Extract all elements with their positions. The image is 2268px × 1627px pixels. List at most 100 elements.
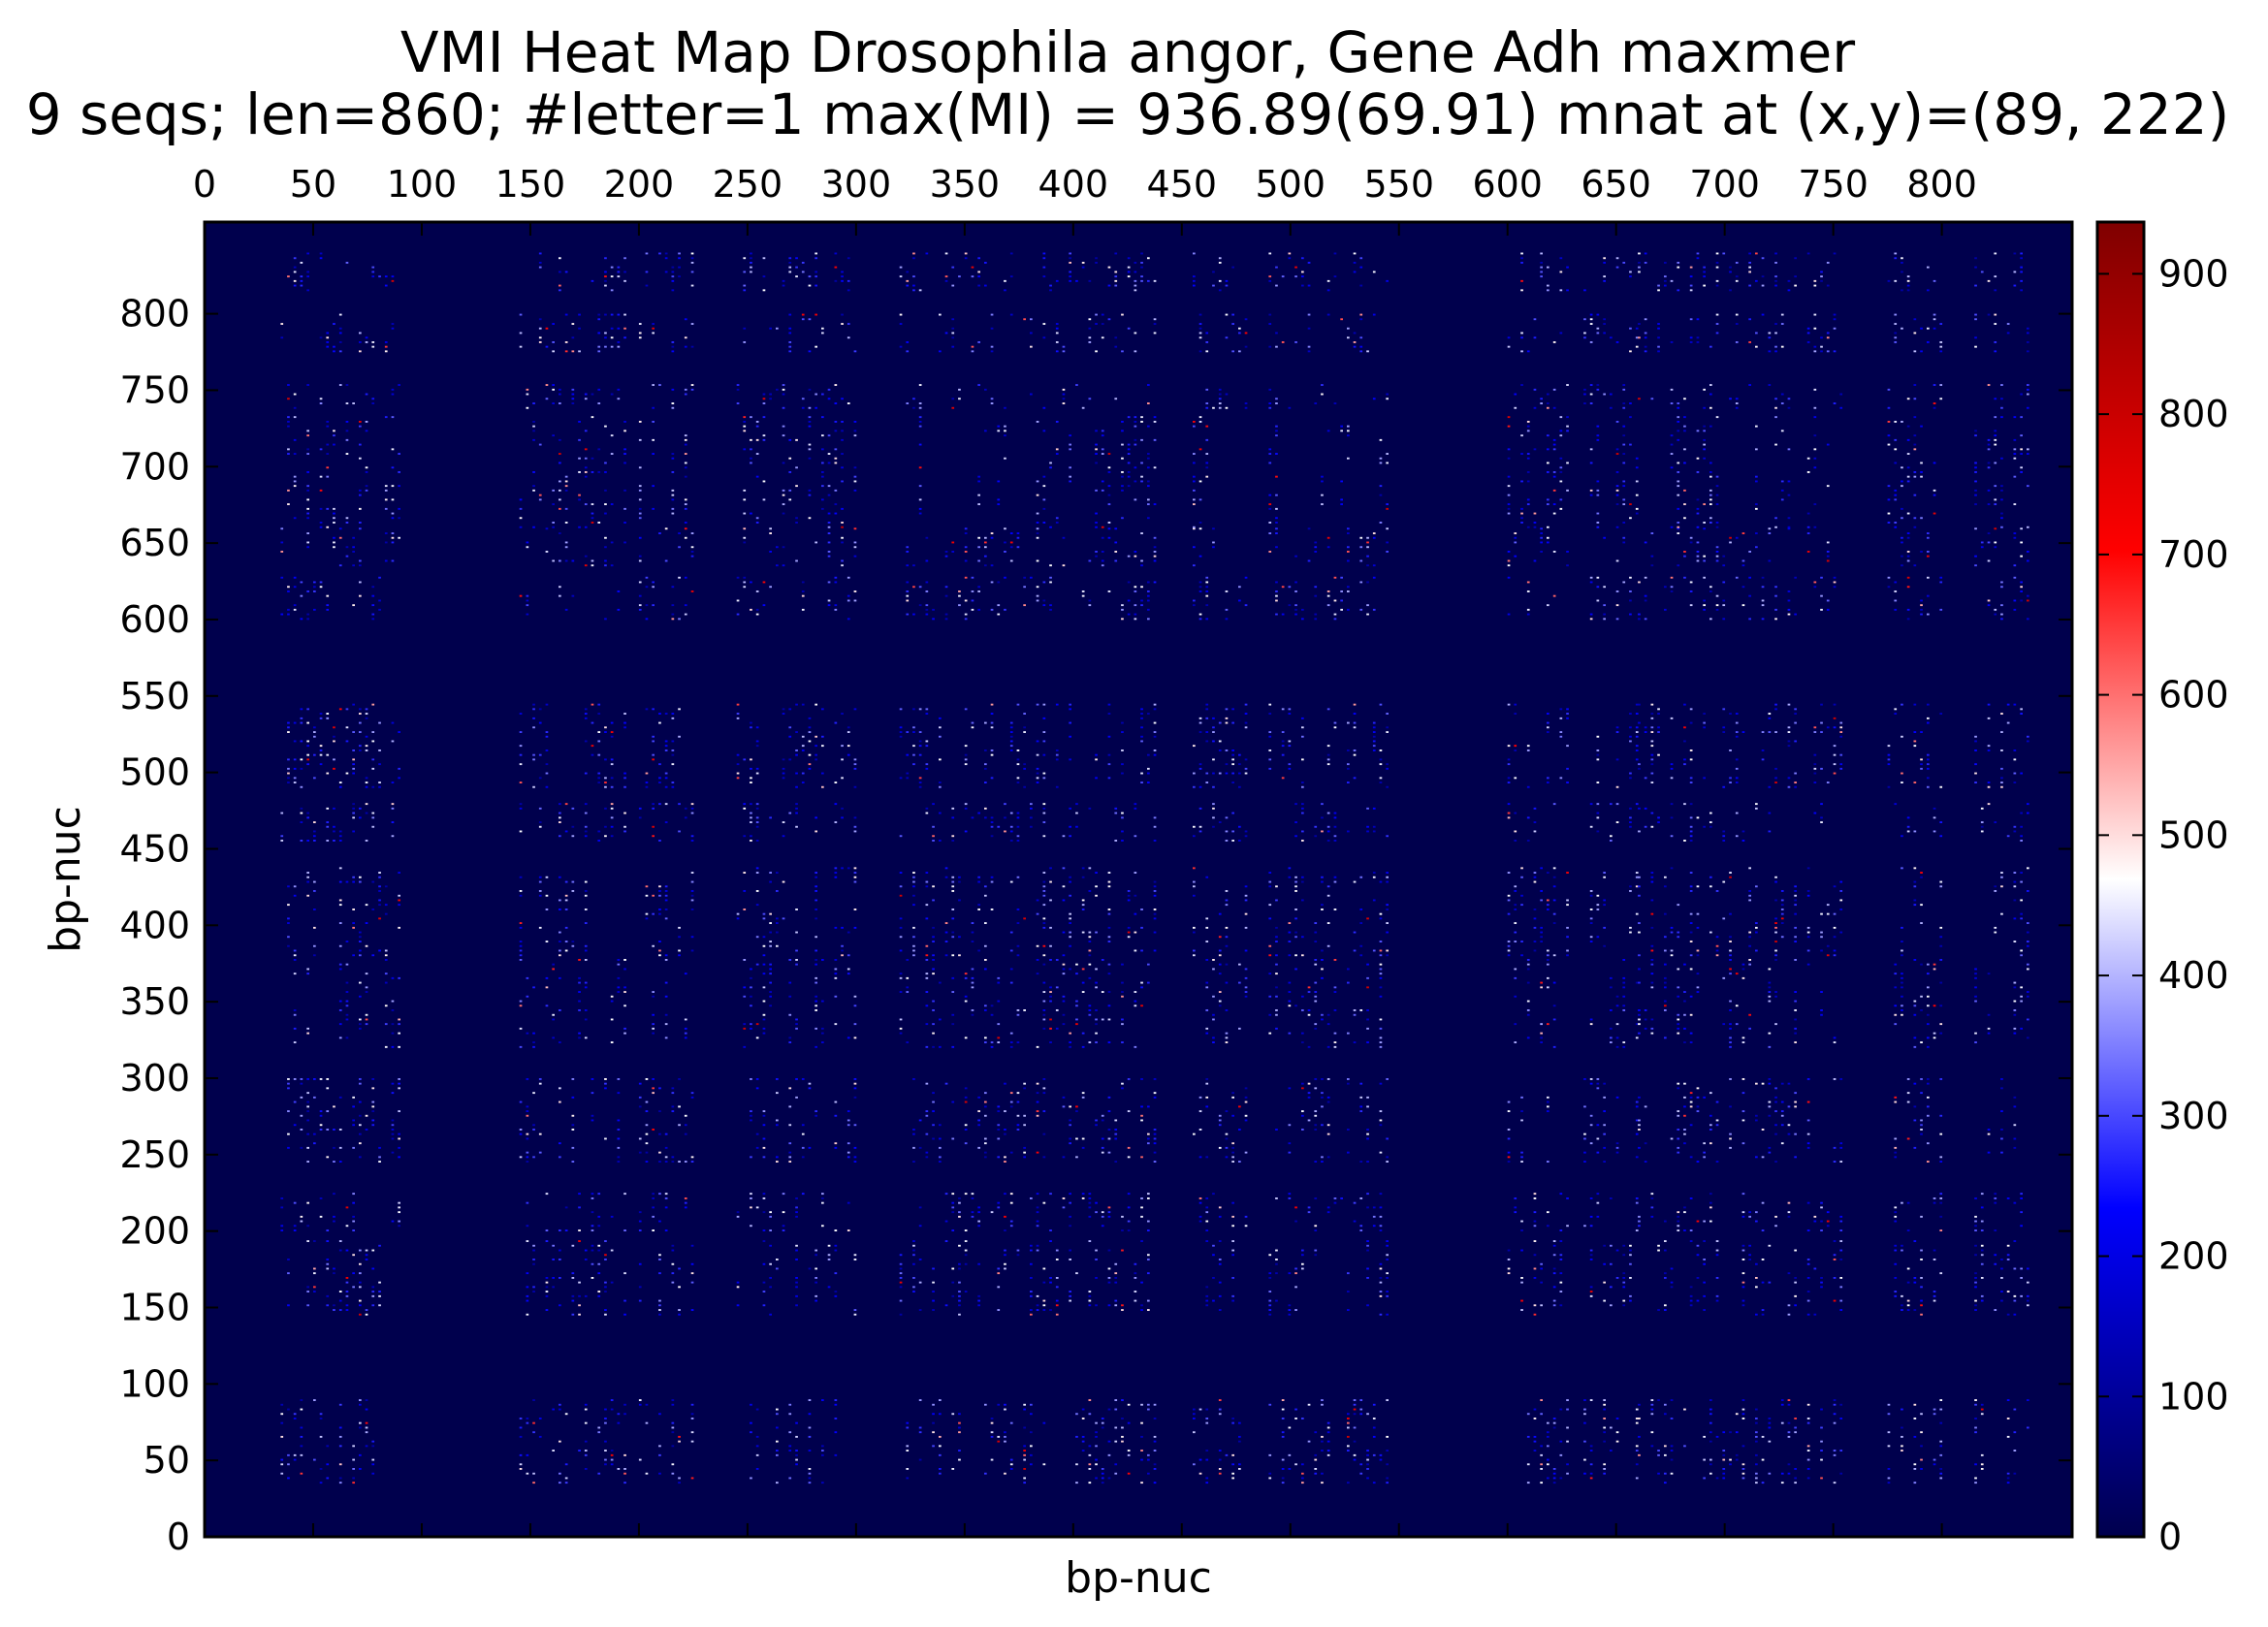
heatmap-cell <box>1275 954 1278 957</box>
heatmap-cell <box>808 1482 812 1484</box>
heatmap-cell <box>365 777 368 780</box>
heatmap-cell <box>584 922 588 924</box>
heatmap-cell <box>1062 1096 1066 1099</box>
heatmap-cell <box>584 1453 588 1456</box>
heatmap-cell <box>306 753 309 756</box>
heatmap-cell <box>1533 1313 1537 1316</box>
heatmap-cell <box>678 1477 681 1480</box>
heatmap-cell <box>1314 1161 1318 1163</box>
heatmap-cell <box>1552 1421 1556 1424</box>
heatmap-cell <box>538 498 542 501</box>
heatmap-cell <box>1069 475 1071 478</box>
heatmap-cell <box>755 936 759 939</box>
heatmap-cell <box>391 1129 395 1131</box>
heatmap-cell <box>1101 313 1104 316</box>
heatmap-cell <box>664 1023 668 1026</box>
heatmap-cell <box>1042 257 1046 260</box>
heatmap-cell <box>359 1272 362 1275</box>
heatmap-cell <box>365 750 368 751</box>
heatmap-cell <box>1023 1403 1026 1406</box>
heatmap-cell <box>1153 1435 1157 1438</box>
heatmap-cell <box>958 1244 961 1247</box>
heatmap-cell <box>319 1197 323 1199</box>
heatmap-cell <box>338 880 342 883</box>
heatmap-cell <box>564 941 568 942</box>
heatmap-cell <box>391 1133 395 1135</box>
heatmap-cell <box>1353 713 1357 715</box>
heatmap-cell <box>1552 1267 1556 1270</box>
heatmap-cell <box>610 1281 614 1284</box>
heatmap-cell <box>1030 1403 1033 1406</box>
heatmap-cell <box>1359 350 1363 353</box>
heatmap-cell <box>834 462 838 464</box>
heatmap-cell <box>1359 954 1363 957</box>
heatmap-cell <box>591 1211 594 1214</box>
heatmap-cell <box>1095 894 1098 897</box>
heatmap-cell <box>1540 1453 1543 1456</box>
heatmap-cell <box>538 1435 542 1438</box>
heatmap-cell <box>1231 1463 1234 1466</box>
heatmap-cell <box>1326 604 1330 607</box>
heatmap-cell <box>1198 522 1202 524</box>
heatmap-cell <box>538 1151 542 1154</box>
heatmap-cell <box>1533 830 1537 833</box>
heatmap-cell <box>526 1472 529 1475</box>
heatmap-cell <box>1547 1445 1549 1448</box>
heatmap-cell <box>1314 991 1318 993</box>
heatmap-cell <box>951 917 955 920</box>
heatmap-cell <box>365 1309 368 1311</box>
heatmap-cell <box>815 345 817 348</box>
heatmap-cell <box>306 758 309 761</box>
heatmap-cell <box>1069 1142 1071 1145</box>
heatmap-cell <box>313 1096 316 1099</box>
heatmap-cell <box>1075 1000 1078 1003</box>
heatmap-cell <box>1533 941 1537 942</box>
heatmap-cell <box>1244 894 1248 897</box>
heatmap-cell <box>1198 480 1202 483</box>
heatmap-cell <box>1275 1027 1278 1030</box>
heatmap-cell <box>815 876 817 878</box>
heatmap-cell <box>280 551 284 553</box>
heatmap-cell <box>1321 1472 1324 1475</box>
heatmap-cell <box>1359 313 1363 316</box>
heatmap-cell <box>847 1151 850 1154</box>
heatmap-cell <box>1379 1110 1383 1112</box>
heatmap-cell <box>1147 981 1150 984</box>
heatmap-cell <box>526 594 529 597</box>
heatmap-cell <box>287 421 290 423</box>
heatmap-cell <box>1049 1309 1052 1311</box>
heatmap-cell <box>571 398 575 400</box>
heatmap-cell <box>326 341 330 343</box>
heatmap-cell <box>591 279 594 282</box>
heatmap-cell <box>352 807 355 810</box>
heatmap-cell <box>769 551 772 553</box>
heatmap-cell <box>1533 876 1537 878</box>
heatmap-cell <box>788 812 792 814</box>
heatmap-cell <box>1321 816 1324 819</box>
heatmap-cell <box>1127 475 1131 478</box>
heatmap-cell <box>532 1041 535 1043</box>
heatmap-cell <box>977 1096 980 1099</box>
heatmap-cell <box>782 425 785 428</box>
heatmap-cell <box>1347 559 1350 562</box>
heatmap-cell <box>532 1291 535 1292</box>
heatmap-cell <box>1153 1096 1157 1099</box>
heatmap-cell <box>1049 1000 1052 1003</box>
heatmap-cell <box>1288 1313 1292 1316</box>
heatmap-cells <box>280 252 2029 1484</box>
heatmap-cell <box>1268 904 1272 907</box>
heatmap-cell <box>1372 532 1376 534</box>
heatmap-cell <box>1030 803 1033 806</box>
heatmap-cell <box>1023 767 1026 770</box>
heatmap-cell <box>1507 803 1511 806</box>
heatmap-cell <box>821 448 824 451</box>
heatmap-cell <box>1140 438 1143 441</box>
heatmap-cell <box>1225 608 1229 611</box>
heatmap-cell <box>827 453 831 455</box>
heatmap-cell <box>1520 941 1523 942</box>
heatmap-cell <box>795 559 798 562</box>
heatmap-cell <box>918 1431 922 1434</box>
heatmap-cell <box>1121 1304 1124 1307</box>
heatmap-cell <box>319 402 323 404</box>
heatmap-cell <box>1088 867 1092 870</box>
